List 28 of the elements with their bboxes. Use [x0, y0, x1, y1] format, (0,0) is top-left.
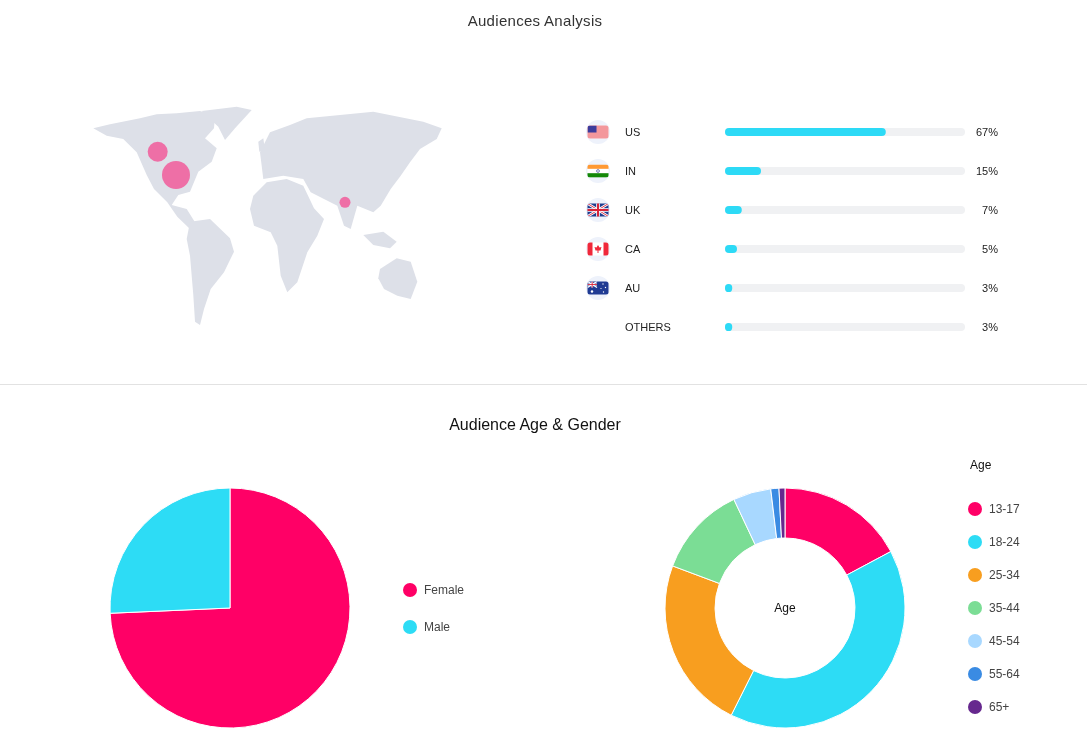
legend-label: Male: [424, 619, 451, 634]
text: Audiences Analysis: [467, 12, 603, 29]
data-label: 3%: [982, 321, 999, 333]
y-tick-label: IN: [625, 164, 637, 177]
legend-label: 25-34: [989, 568, 1020, 582]
y-tick-label: AU: [625, 281, 641, 294]
y-tick-label: UK: [625, 203, 641, 216]
y-tick-label: CA: [625, 242, 641, 255]
data-label: 3%: [982, 282, 999, 294]
legend-label: 18-24: [989, 535, 1020, 549]
pie-slice: [109, 487, 351, 729]
bar: [725, 167, 761, 175]
y-tick-label: OTHERS: [625, 320, 671, 333]
legend-label: 65+: [989, 700, 1010, 714]
legend-label: 55-64: [989, 667, 1020, 681]
bar: [725, 206, 742, 214]
legend-label: 45-54: [989, 634, 1020, 648]
data-label: 5%: [982, 243, 999, 255]
data-label: 67%: [975, 126, 999, 138]
data-label: 7%: [982, 204, 999, 216]
data-label: 15%: [975, 165, 999, 177]
text: Age: [774, 601, 796, 615]
legend-label: Female: [424, 582, 465, 597]
y-tick-label: US: [625, 125, 641, 138]
legend-label: 13-17: [989, 502, 1020, 516]
text: Audience Age & Gender: [449, 416, 621, 433]
legend-label: 35-44: [989, 601, 1020, 615]
legend-title: Age: [970, 457, 992, 472]
